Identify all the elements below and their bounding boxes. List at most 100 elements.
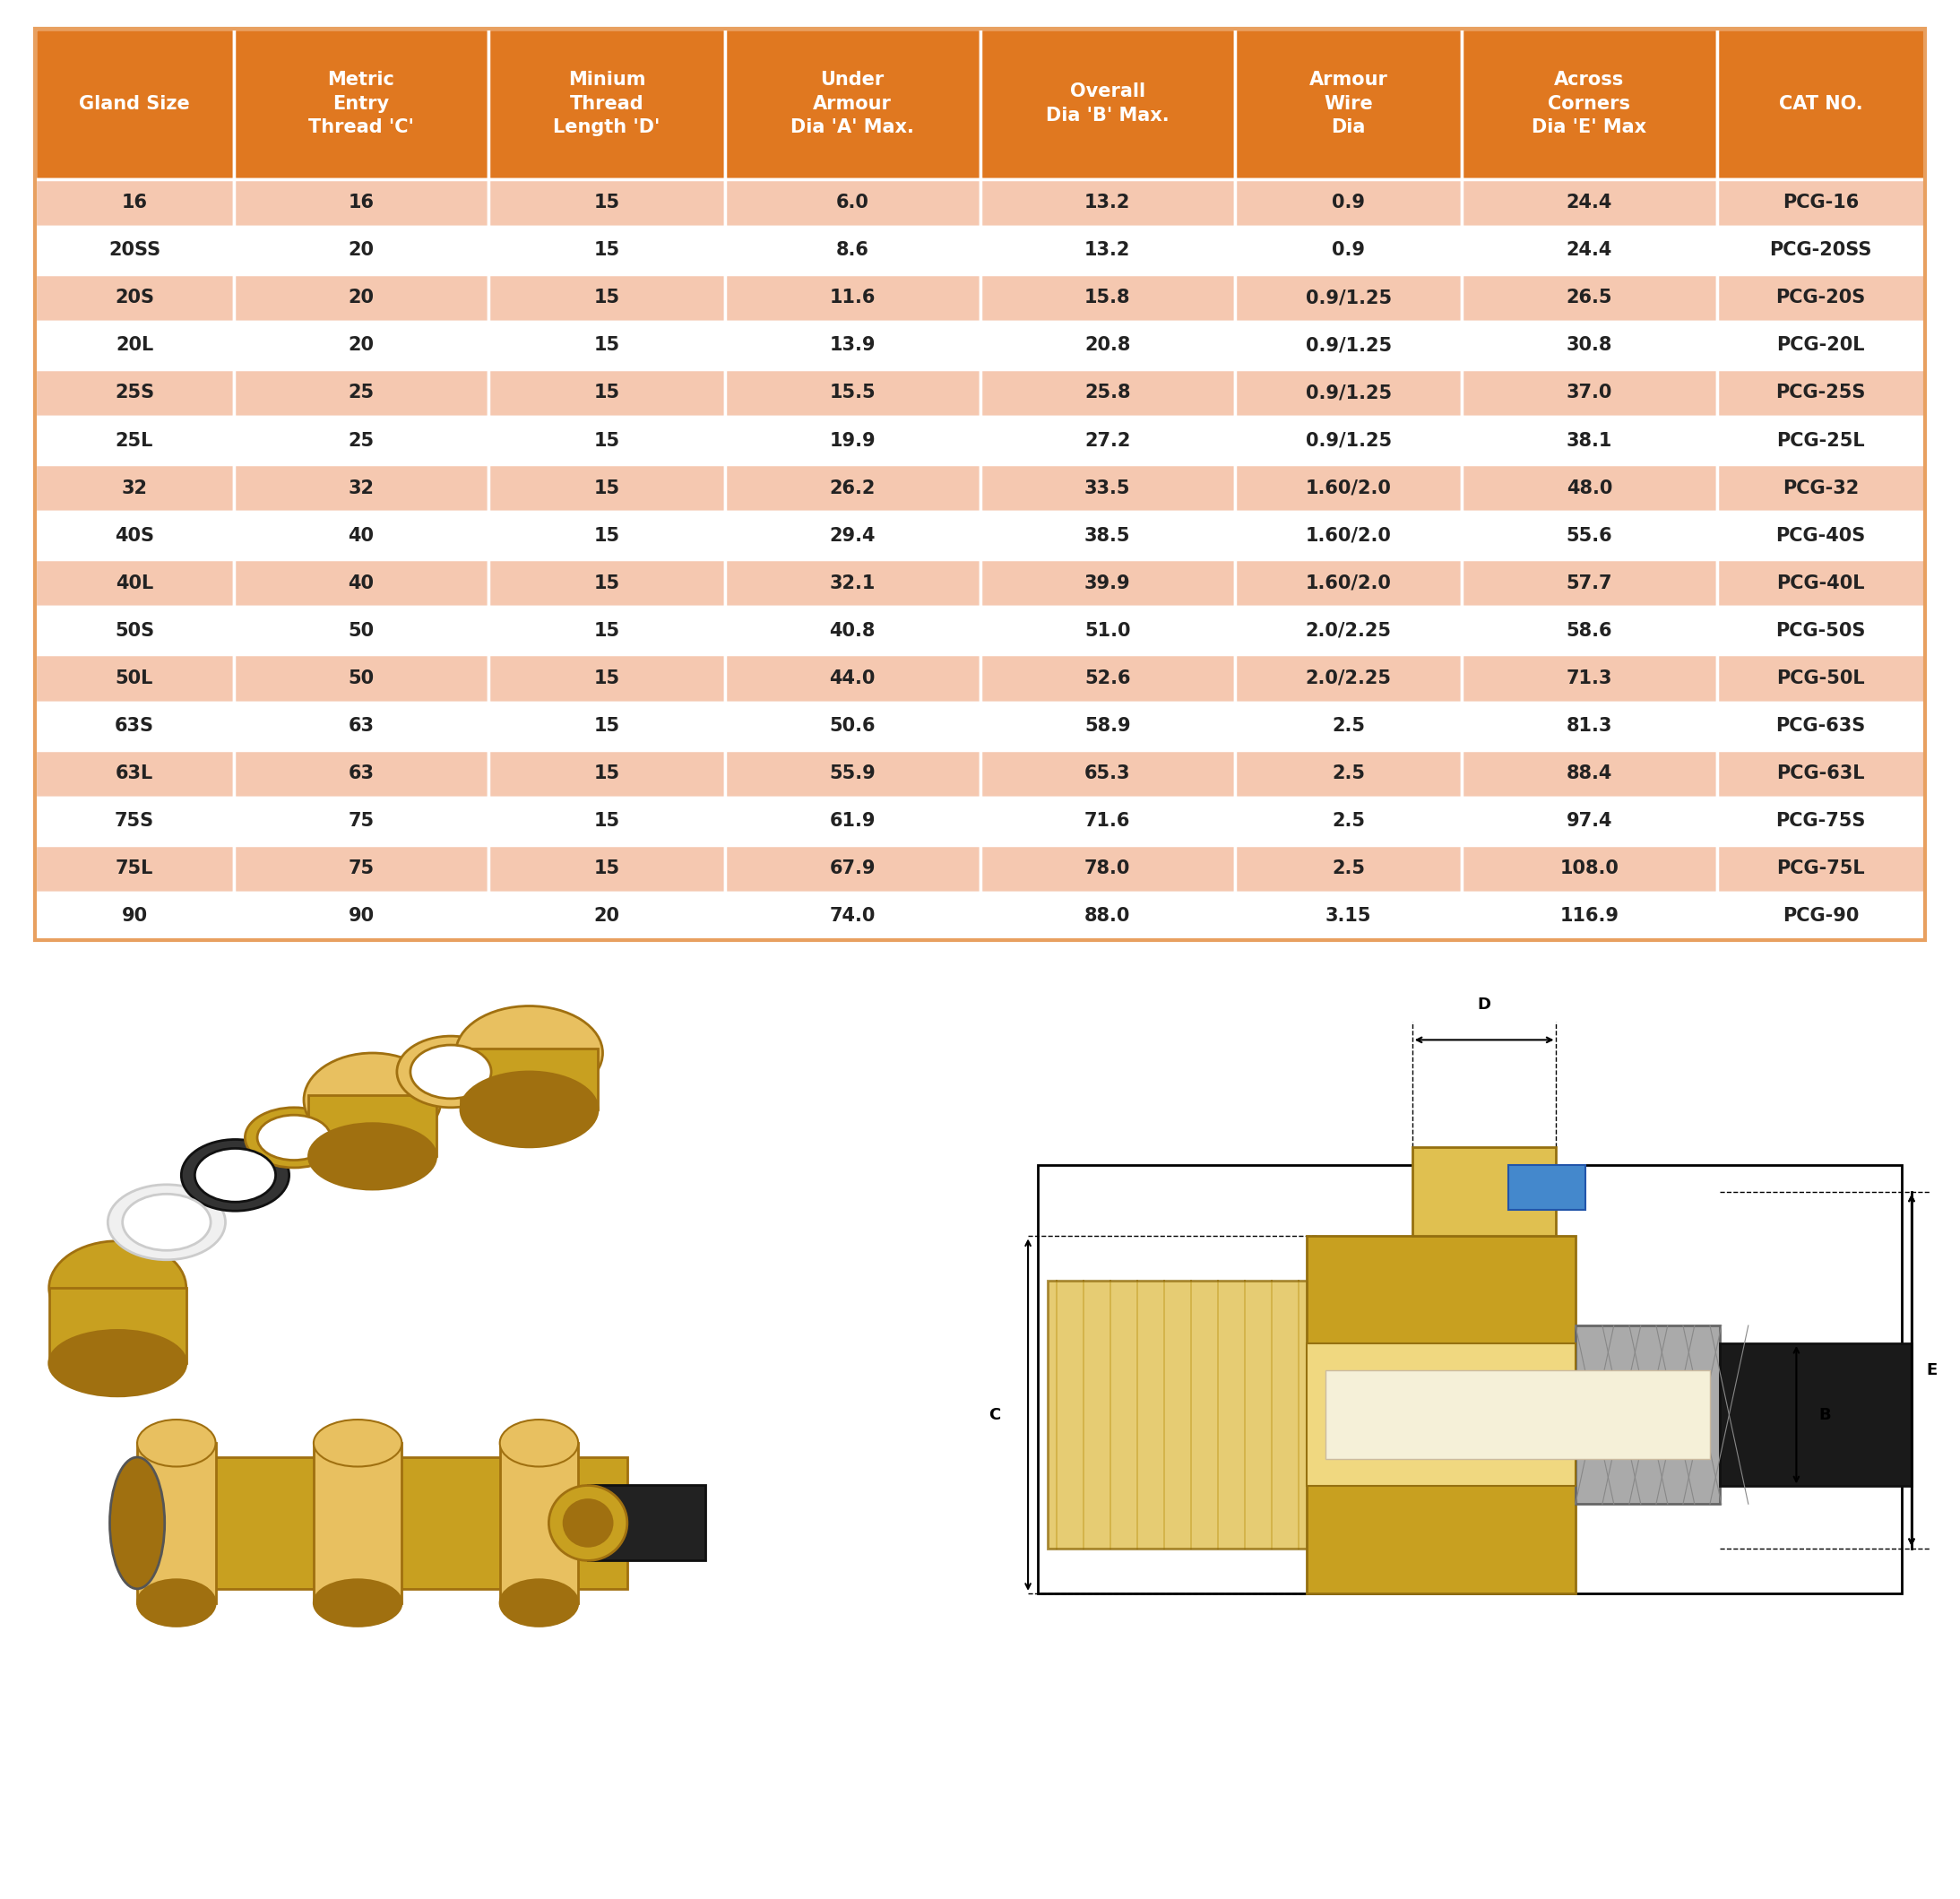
Bar xyxy=(725,321,980,368)
Bar xyxy=(488,513,725,560)
Bar xyxy=(488,179,725,226)
Bar xyxy=(1235,893,1462,940)
Text: 0.9/1.25: 0.9/1.25 xyxy=(1305,431,1392,450)
Bar xyxy=(980,845,1235,893)
Bar xyxy=(488,416,725,463)
Bar xyxy=(1717,368,1925,416)
Text: 75: 75 xyxy=(349,813,374,830)
Bar xyxy=(314,1443,402,1603)
Text: CAT NO.: CAT NO. xyxy=(1780,95,1862,112)
Text: 63L: 63L xyxy=(116,765,153,782)
Text: 15: 15 xyxy=(594,431,619,450)
Text: 15: 15 xyxy=(594,765,619,782)
Ellipse shape xyxy=(410,1044,492,1100)
Bar xyxy=(1235,655,1462,703)
Bar xyxy=(980,226,1235,273)
Text: Under
Armour
Dia 'A' Max.: Under Armour Dia 'A' Max. xyxy=(790,70,913,137)
Text: 20: 20 xyxy=(349,241,374,258)
Bar xyxy=(233,1472,245,1574)
Text: 67.9: 67.9 xyxy=(829,860,876,877)
Bar xyxy=(488,368,725,416)
Ellipse shape xyxy=(137,1580,216,1626)
Text: 40S: 40S xyxy=(116,526,155,545)
Ellipse shape xyxy=(49,1242,186,1335)
Bar xyxy=(1325,1371,1709,1458)
Bar xyxy=(1462,798,1717,845)
Bar xyxy=(1717,273,1925,321)
Text: 71.6: 71.6 xyxy=(1084,813,1131,830)
Text: 40: 40 xyxy=(349,526,374,545)
Text: 32: 32 xyxy=(122,479,147,498)
Text: 50.6: 50.6 xyxy=(829,718,876,735)
Bar xyxy=(980,513,1235,560)
Text: PCG-50L: PCG-50L xyxy=(1776,670,1866,687)
Text: 50S: 50S xyxy=(116,621,155,640)
Bar xyxy=(488,703,725,750)
Text: 15: 15 xyxy=(594,526,619,545)
Text: 44.0: 44.0 xyxy=(829,670,876,687)
Bar xyxy=(1235,513,1462,560)
Text: 38.1: 38.1 xyxy=(1566,431,1613,450)
Bar xyxy=(725,655,980,703)
Bar xyxy=(725,845,980,893)
Text: 24.4: 24.4 xyxy=(1566,241,1613,258)
Text: 15.8: 15.8 xyxy=(1084,289,1131,308)
Bar xyxy=(1717,608,1925,655)
Bar xyxy=(233,655,488,703)
Bar xyxy=(233,893,488,940)
Text: 40: 40 xyxy=(349,573,374,592)
Bar xyxy=(233,28,488,179)
Bar xyxy=(35,28,233,179)
Text: D: D xyxy=(1478,997,1492,1014)
Bar xyxy=(980,463,1235,513)
Text: 2.0/2.25: 2.0/2.25 xyxy=(1305,670,1392,687)
Bar xyxy=(1235,416,1462,463)
Text: 75S: 75S xyxy=(116,813,155,830)
Bar xyxy=(1717,321,1925,368)
Bar xyxy=(1509,1164,1586,1210)
Text: 20SS: 20SS xyxy=(108,241,161,258)
Ellipse shape xyxy=(122,1194,212,1250)
Bar xyxy=(255,1472,267,1574)
Bar xyxy=(1235,226,1462,273)
Text: 25.8: 25.8 xyxy=(1084,384,1131,403)
Text: 13.9: 13.9 xyxy=(829,336,876,355)
Text: 2.5: 2.5 xyxy=(1333,813,1364,830)
Bar xyxy=(233,608,488,655)
Bar xyxy=(1717,179,1925,226)
Bar xyxy=(725,226,980,273)
Text: 1.60/2.0: 1.60/2.0 xyxy=(1305,573,1392,592)
Bar xyxy=(35,273,233,321)
Text: 63: 63 xyxy=(349,765,374,782)
Bar xyxy=(49,1288,186,1363)
Ellipse shape xyxy=(310,1124,437,1189)
Text: 25: 25 xyxy=(349,384,374,403)
Bar xyxy=(725,368,980,416)
Text: PCG-75L: PCG-75L xyxy=(1776,860,1866,877)
Text: 15: 15 xyxy=(594,621,619,640)
Text: 15: 15 xyxy=(594,573,619,592)
Bar xyxy=(233,463,488,513)
Bar xyxy=(1717,655,1925,703)
Bar xyxy=(1717,560,1925,608)
Text: 15: 15 xyxy=(594,670,619,687)
Bar xyxy=(1462,655,1717,703)
Text: 108.0: 108.0 xyxy=(1560,860,1619,877)
Text: 52.6: 52.6 xyxy=(1084,670,1131,687)
Bar xyxy=(35,655,233,703)
Bar xyxy=(35,703,233,750)
Bar xyxy=(1576,1326,1719,1504)
Bar xyxy=(488,321,725,368)
Text: 20: 20 xyxy=(349,336,374,355)
Bar xyxy=(488,798,725,845)
Bar xyxy=(1717,798,1925,845)
Text: 50L: 50L xyxy=(116,670,153,687)
Ellipse shape xyxy=(314,1420,402,1466)
Bar xyxy=(1719,1343,1911,1487)
Bar xyxy=(190,1472,202,1574)
Text: 32.1: 32.1 xyxy=(829,573,876,592)
Bar xyxy=(35,513,233,560)
Bar xyxy=(1462,750,1717,798)
Text: PCG-20L: PCG-20L xyxy=(1776,336,1864,355)
Text: 1.60/2.0: 1.60/2.0 xyxy=(1305,526,1392,545)
